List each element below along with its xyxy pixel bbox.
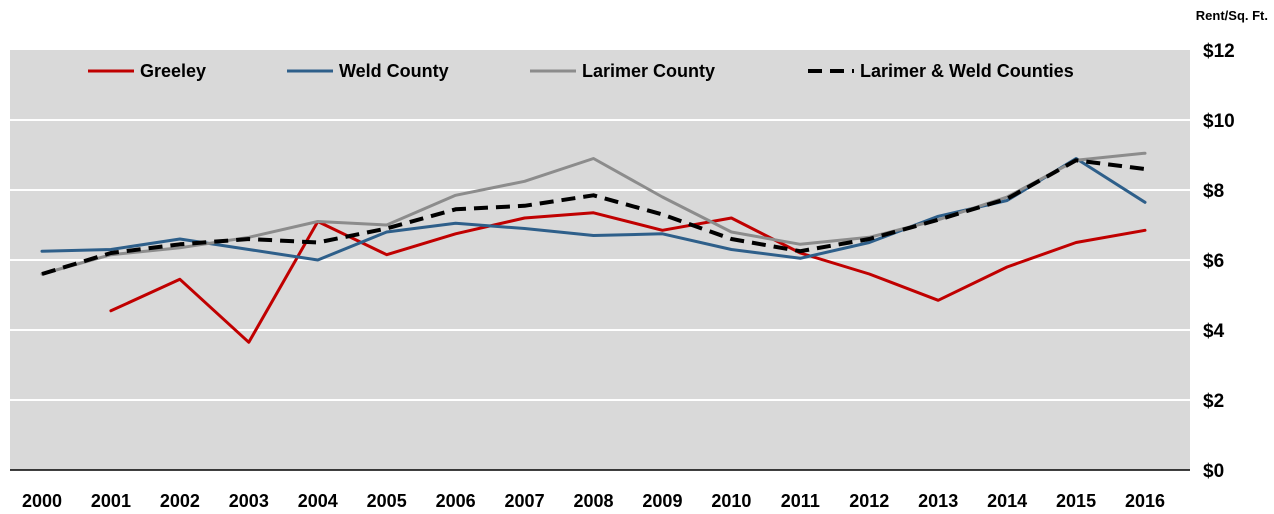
x-tick-label: 2007	[505, 491, 545, 511]
y-axis-unit-label: Rent/Sq. Ft.	[1196, 8, 1268, 23]
y-tick-label: $0	[1203, 461, 1224, 482]
series-line	[41, 158, 1146, 276]
x-tick-label: 2016	[1125, 491, 1165, 511]
legend: Greeley Weld County Larimer County Larimer …	[88, 61, 1074, 81]
x-axis-ticks: 2000 2001 2002 2003 2004 2005 2006 2007 2008 2009…	[22, 491, 1165, 511]
x-tick-label: 2002	[160, 491, 200, 511]
y-axis-ticks: $0 $2 $4 $6 $8 $10 $12	[1203, 41, 1235, 482]
legend-label: Weld County	[339, 61, 449, 81]
x-tick-label: 2001	[91, 491, 131, 511]
y-tick-label: $8	[1203, 181, 1224, 202]
x-tick-label: 2015	[1056, 491, 1096, 511]
series-greeley	[109, 211, 1147, 344]
x-tick-label: 2014	[987, 491, 1027, 511]
gridlines	[10, 119, 1190, 471]
legend-label: Larimer & Weld Counties	[860, 61, 1074, 81]
series-line	[109, 211, 1147, 344]
x-tick-label: 2000	[22, 491, 62, 511]
x-tick-label: 2012	[849, 491, 889, 511]
x-tick-label: 2005	[367, 491, 407, 511]
x-tick-label: 2003	[229, 491, 269, 511]
x-tick-label: 2006	[436, 491, 476, 511]
x-tick-label: 2011	[781, 491, 820, 511]
y-tick-label: $10	[1203, 111, 1235, 132]
y-tick-label: $12	[1203, 41, 1235, 62]
x-tick-label: 2004	[298, 491, 338, 511]
series-layer	[40, 151, 1147, 344]
x-tick-label: 2008	[573, 491, 613, 511]
y-tick-label: $6	[1203, 251, 1224, 272]
y-tick-label: $4	[1203, 321, 1225, 342]
series-larimer-weld-counties	[41, 158, 1146, 276]
x-tick-label: 2009	[642, 491, 682, 511]
x-tick-label: 2013	[918, 491, 958, 511]
y-tick-label: $2	[1203, 391, 1224, 412]
x-tick-label: 2010	[711, 491, 751, 511]
legend-label: Larimer County	[582, 61, 715, 81]
legend-label: Greeley	[140, 61, 206, 81]
